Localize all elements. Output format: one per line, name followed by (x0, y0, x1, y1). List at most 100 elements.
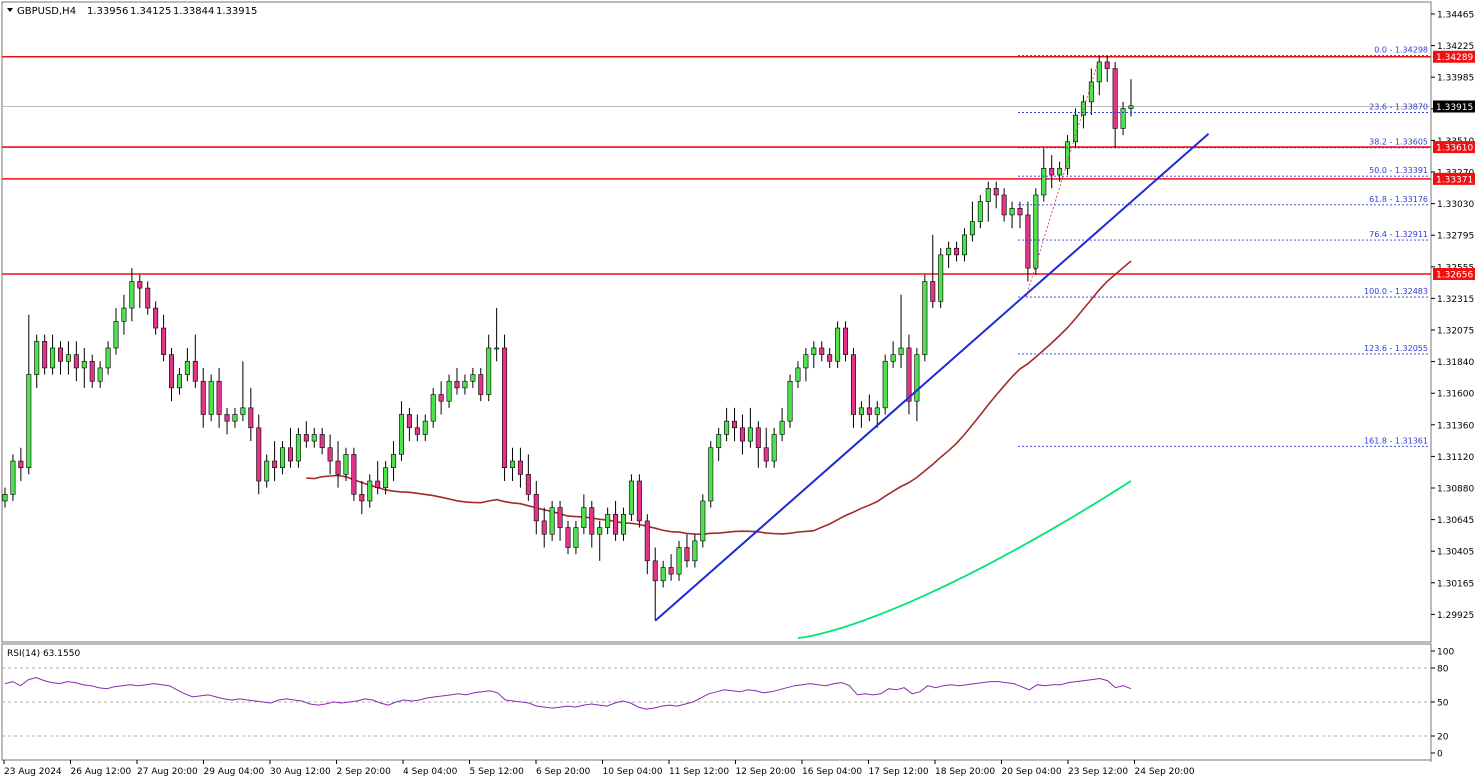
bearish-candle-body (557, 507, 563, 528)
candle (692, 534, 698, 568)
candle (240, 361, 246, 422)
candle (1009, 201, 1015, 229)
bullish-candle-body (835, 327, 841, 362)
bullish-candle-body (232, 414, 238, 422)
bearish-candle-body (613, 513, 619, 535)
candle (541, 507, 547, 548)
candle (422, 414, 428, 442)
candle (890, 341, 896, 368)
bearish-candle-body (565, 527, 571, 548)
bullish-candle-body (961, 234, 967, 256)
price-tick-label: 1.32075 (1437, 327, 1474, 337)
candle (287, 427, 293, 468)
candle (747, 407, 753, 448)
time-tick-label: 23 Aug 2024 (4, 767, 62, 777)
candle (280, 441, 286, 475)
bearish-candle-body (58, 347, 64, 362)
candle (969, 201, 975, 242)
moving-averages (306, 260, 1132, 639)
bearish-candle-body (732, 420, 738, 429)
bearish-candle-body (137, 281, 143, 289)
level-price-tag (1433, 268, 1475, 281)
bearish-candle-body (930, 281, 936, 302)
bearish-candle-body (200, 380, 206, 415)
bullish-candle-body (176, 374, 182, 389)
bullish-candle-body (700, 500, 706, 542)
candle (414, 414, 420, 442)
candle (486, 334, 492, 402)
bearish-candle-body (192, 360, 198, 382)
bearish-candle-body (525, 474, 531, 495)
candle (494, 308, 500, 362)
bearish-candle-body (454, 380, 460, 389)
candle (874, 401, 880, 428)
time-tick-label: 24 Sep 20:00 (1135, 767, 1195, 777)
bearish-candle-body (755, 427, 761, 449)
price-tick-label: 1.32795 (1437, 232, 1474, 242)
bullish-candle-body (747, 427, 753, 442)
candle (922, 274, 928, 362)
bearish-candle-body (589, 507, 595, 535)
candle (573, 520, 579, 555)
bearish-candle-body (1017, 207, 1023, 216)
bearish-candle-body (438, 394, 444, 402)
bullish-candle-body (280, 447, 286, 469)
candle (811, 341, 817, 368)
bullish-candle-body (660, 567, 666, 582)
rsi-label: RSI(14) 63.1550 (7, 649, 80, 659)
candle (89, 354, 95, 388)
candle (58, 341, 64, 375)
candle (470, 367, 476, 388)
candle (660, 560, 666, 588)
bullish-candle-body (969, 221, 975, 236)
rsi-layer: 100 80 50 20 0 (2, 648, 1454, 760)
candle (946, 241, 952, 269)
bearish-candle-body (843, 327, 849, 355)
bullish-candle-body (509, 460, 515, 469)
bullish-candle-body (628, 480, 634, 515)
candle (866, 394, 872, 422)
collapse-triangle-icon[interactable] (7, 8, 13, 12)
bearish-candle-body (866, 407, 872, 415)
time-tick-label: 12 Sep 20:00 (736, 767, 796, 777)
price-tick-label: 1.33985 (1437, 74, 1474, 84)
candle (724, 407, 730, 442)
time-tick-label: 17 Sep 12:00 (869, 767, 929, 777)
bullish-candle-body (779, 420, 785, 435)
candle (1096, 55, 1102, 96)
bearish-candle-body (763, 447, 769, 462)
bullish-candle-body (1057, 168, 1063, 176)
price-tick-label: 1.30880 (1437, 485, 1474, 495)
bullish-candle-body (977, 201, 983, 222)
bullish-candle-body (34, 341, 40, 375)
candle (176, 367, 182, 395)
candle (557, 500, 563, 541)
rsi-line (4, 676, 1132, 710)
price-axis: 1.344651.342251.339851.337501.335101.332… (1431, 11, 1475, 621)
bullish-candle-body (1120, 108, 1126, 129)
candle (1001, 188, 1007, 222)
candle (343, 447, 349, 482)
bearish-candle-body (375, 480, 381, 488)
candle (708, 441, 714, 508)
bullish-candle-body (1088, 81, 1094, 103)
candle (1104, 55, 1110, 82)
fibonacci-level-label: 61.8 - 1.33176 (1369, 195, 1428, 204)
time-tick-label: 2 Sep 20:00 (337, 767, 392, 777)
time-tick-label: 20 Sep 04:00 (1002, 767, 1062, 777)
candle (636, 474, 642, 528)
bearish-candle-body (161, 327, 167, 355)
bearish-candle-body (906, 347, 912, 402)
bullish-candle-body (605, 513, 611, 528)
candle (383, 461, 389, 495)
candle (327, 434, 333, 475)
bullish-candle-body (113, 321, 119, 349)
bearish-candle-body (636, 480, 642, 522)
bearish-candle-body (351, 454, 357, 495)
bearish-candle-body (303, 434, 309, 442)
candles-layer (2, 55, 1134, 621)
candle (1025, 201, 1031, 282)
candle (184, 347, 190, 382)
candle (248, 387, 254, 442)
